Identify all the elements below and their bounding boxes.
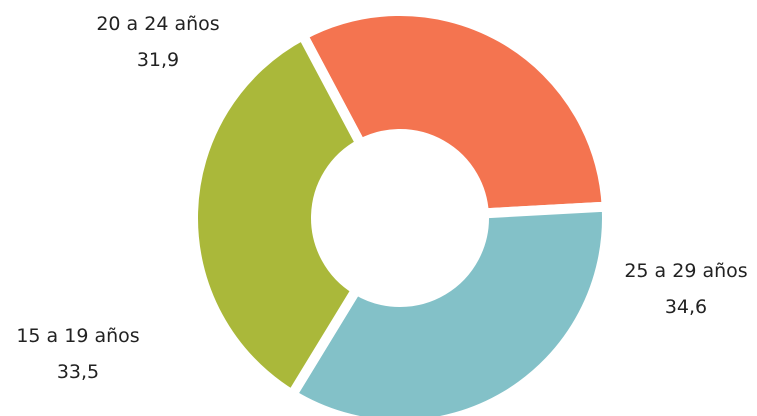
donut-slices [188, 6, 612, 416]
slice-value-label: 34,6 [665, 296, 707, 318]
slice-category-label: 20 a 24 años [96, 13, 219, 35]
slice-category-label: 25 a 29 años [624, 260, 747, 282]
slice-value-label: 33,5 [57, 361, 99, 383]
slice-value-label: 31,9 [137, 49, 179, 71]
slice-category-label: 15 a 19 años [16, 325, 139, 347]
slice-labels: 20 a 24 años 31,9 25 a 29 años 34,6 15 a 19 … [16, 13, 747, 383]
donut-hole [316, 134, 484, 302]
